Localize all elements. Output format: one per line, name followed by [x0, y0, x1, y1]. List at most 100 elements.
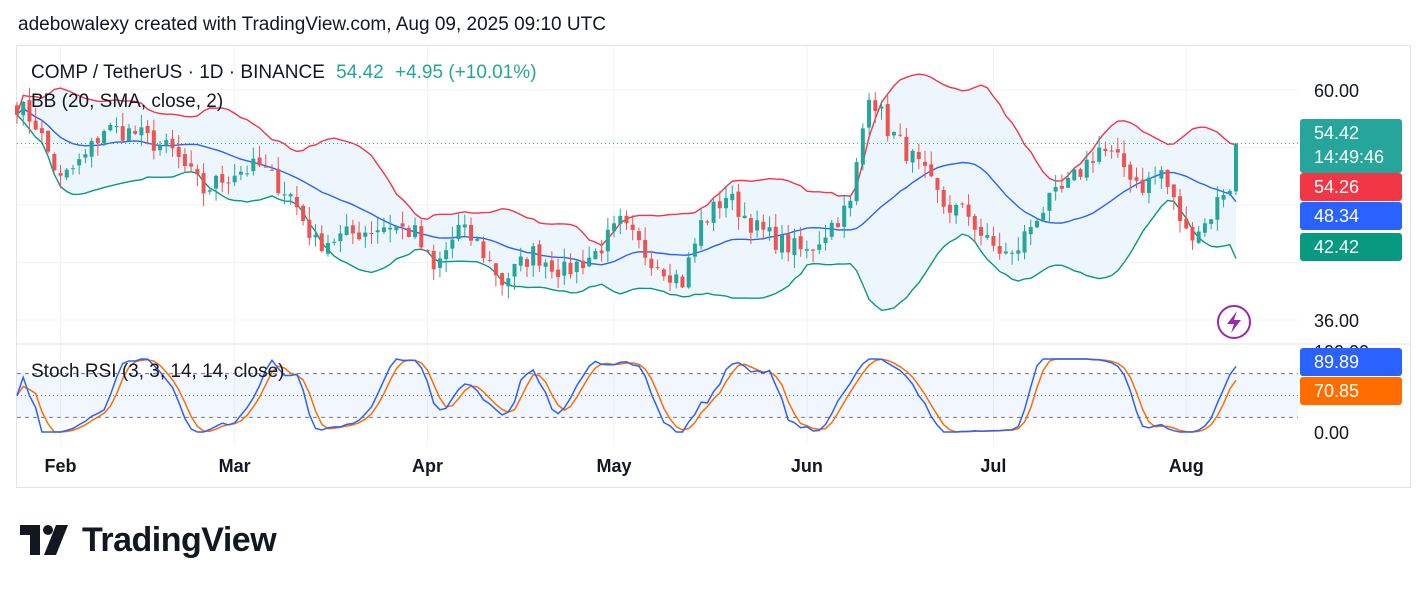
candle-body: [27, 100, 32, 122]
candle: [935, 177, 940, 204]
candle-body: [419, 226, 424, 248]
lightning-icon[interactable]: [1217, 305, 1251, 339]
candle: [276, 157, 281, 196]
candle: [1103, 141, 1108, 157]
candle-body: [618, 215, 623, 224]
candle-body: [804, 249, 809, 251]
candle-body: [413, 225, 418, 238]
candle: [860, 123, 865, 171]
candle: [139, 115, 144, 146]
bb-fill: [17, 74, 1236, 311]
candle: [400, 211, 405, 240]
candle-body: [630, 224, 635, 230]
candle: [182, 148, 187, 173]
candle-body: [686, 257, 691, 288]
candle-body: [891, 132, 896, 136]
candle: [1053, 174, 1058, 201]
last-price-badge-text: 54.42: [1314, 123, 1359, 143]
candle: [1041, 206, 1046, 222]
candle-body: [1221, 195, 1226, 200]
candle-body: [33, 120, 38, 130]
candle-body: [207, 190, 212, 192]
bb-upper-badge-bg: [1300, 173, 1402, 201]
candle-body: [1140, 179, 1145, 193]
candle-body: [562, 261, 567, 276]
candle: [15, 102, 19, 124]
candle: [319, 225, 324, 253]
candle-body: [655, 267, 660, 269]
candle: [406, 225, 411, 238]
candle-body: [357, 232, 362, 240]
bb-basis-badge-text: 48.34: [1314, 206, 1359, 226]
candle: [1097, 135, 1102, 165]
candle: [344, 214, 349, 236]
candle-body: [1090, 161, 1095, 163]
candle-body: [1047, 192, 1052, 211]
candle: [456, 214, 461, 242]
candle: [549, 251, 554, 279]
symbol-legend[interactable]: COMP / TetherUS · 1D · BINANCE 54.42 +4.…: [31, 62, 537, 84]
candle-body: [1196, 231, 1201, 243]
candle: [916, 143, 921, 170]
candle-body: [288, 194, 293, 197]
candle: [1122, 140, 1127, 177]
candle: [537, 240, 542, 272]
candle: [891, 131, 896, 140]
candle: [207, 187, 212, 195]
candle: [164, 133, 169, 154]
symbol-title: COMP / TetherUS · 1D · BINANCE: [31, 62, 325, 83]
candle-body: [52, 154, 57, 171]
candle-body: [1059, 185, 1064, 189]
candle-body: [1097, 147, 1102, 162]
candle: [487, 251, 492, 263]
candle-body: [226, 182, 231, 184]
candle-body: [170, 138, 175, 149]
candle-body: [929, 164, 934, 177]
candle: [64, 167, 69, 181]
candle-body: [636, 231, 641, 241]
candle: [835, 217, 840, 228]
candle: [1215, 186, 1220, 231]
candle-body: [151, 130, 156, 151]
candle: [357, 221, 362, 241]
candle-body: [1103, 148, 1108, 152]
candle-body: [133, 131, 138, 134]
candle-body: [214, 175, 219, 189]
candle: [481, 236, 486, 263]
candle: [313, 224, 318, 247]
candle: [462, 214, 467, 237]
candle: [425, 249, 430, 253]
bb-legend[interactable]: BB (20, SMA, close, 2): [31, 91, 223, 113]
candle: [1165, 169, 1170, 195]
stoch-d-badge: 70.85: [1300, 377, 1402, 405]
candle-body: [450, 239, 455, 249]
candle: [580, 249, 585, 275]
candle: [58, 164, 63, 189]
candle-body: [1128, 164, 1133, 180]
candle-body: [1053, 186, 1058, 192]
candle-body: [873, 100, 878, 111]
candle-body: [699, 220, 704, 246]
candle: [1010, 250, 1015, 265]
candle: [1084, 150, 1089, 181]
candle-body: [786, 234, 791, 253]
candle: [773, 214, 778, 254]
brand-name: TradingView: [82, 520, 277, 559]
candle-body: [189, 163, 194, 167]
stoch-d-badge-text: 70.85: [1314, 381, 1359, 401]
candle: [792, 228, 797, 269]
candle: [630, 215, 635, 241]
candle-body: [692, 243, 697, 257]
candle-body: [798, 236, 803, 250]
bb-basis-line: [16, 107, 1237, 266]
candle: [1234, 142, 1238, 196]
last-price-label: 54.42: [336, 62, 384, 83]
candle: [885, 95, 890, 142]
candle: [220, 165, 225, 193]
candle-body: [668, 275, 673, 283]
stoch-legend[interactable]: Stoch RSI (3, 3, 14, 14, close): [31, 361, 284, 383]
candle-body: [1227, 190, 1232, 195]
candle-body: [506, 278, 511, 287]
candle: [786, 224, 791, 262]
